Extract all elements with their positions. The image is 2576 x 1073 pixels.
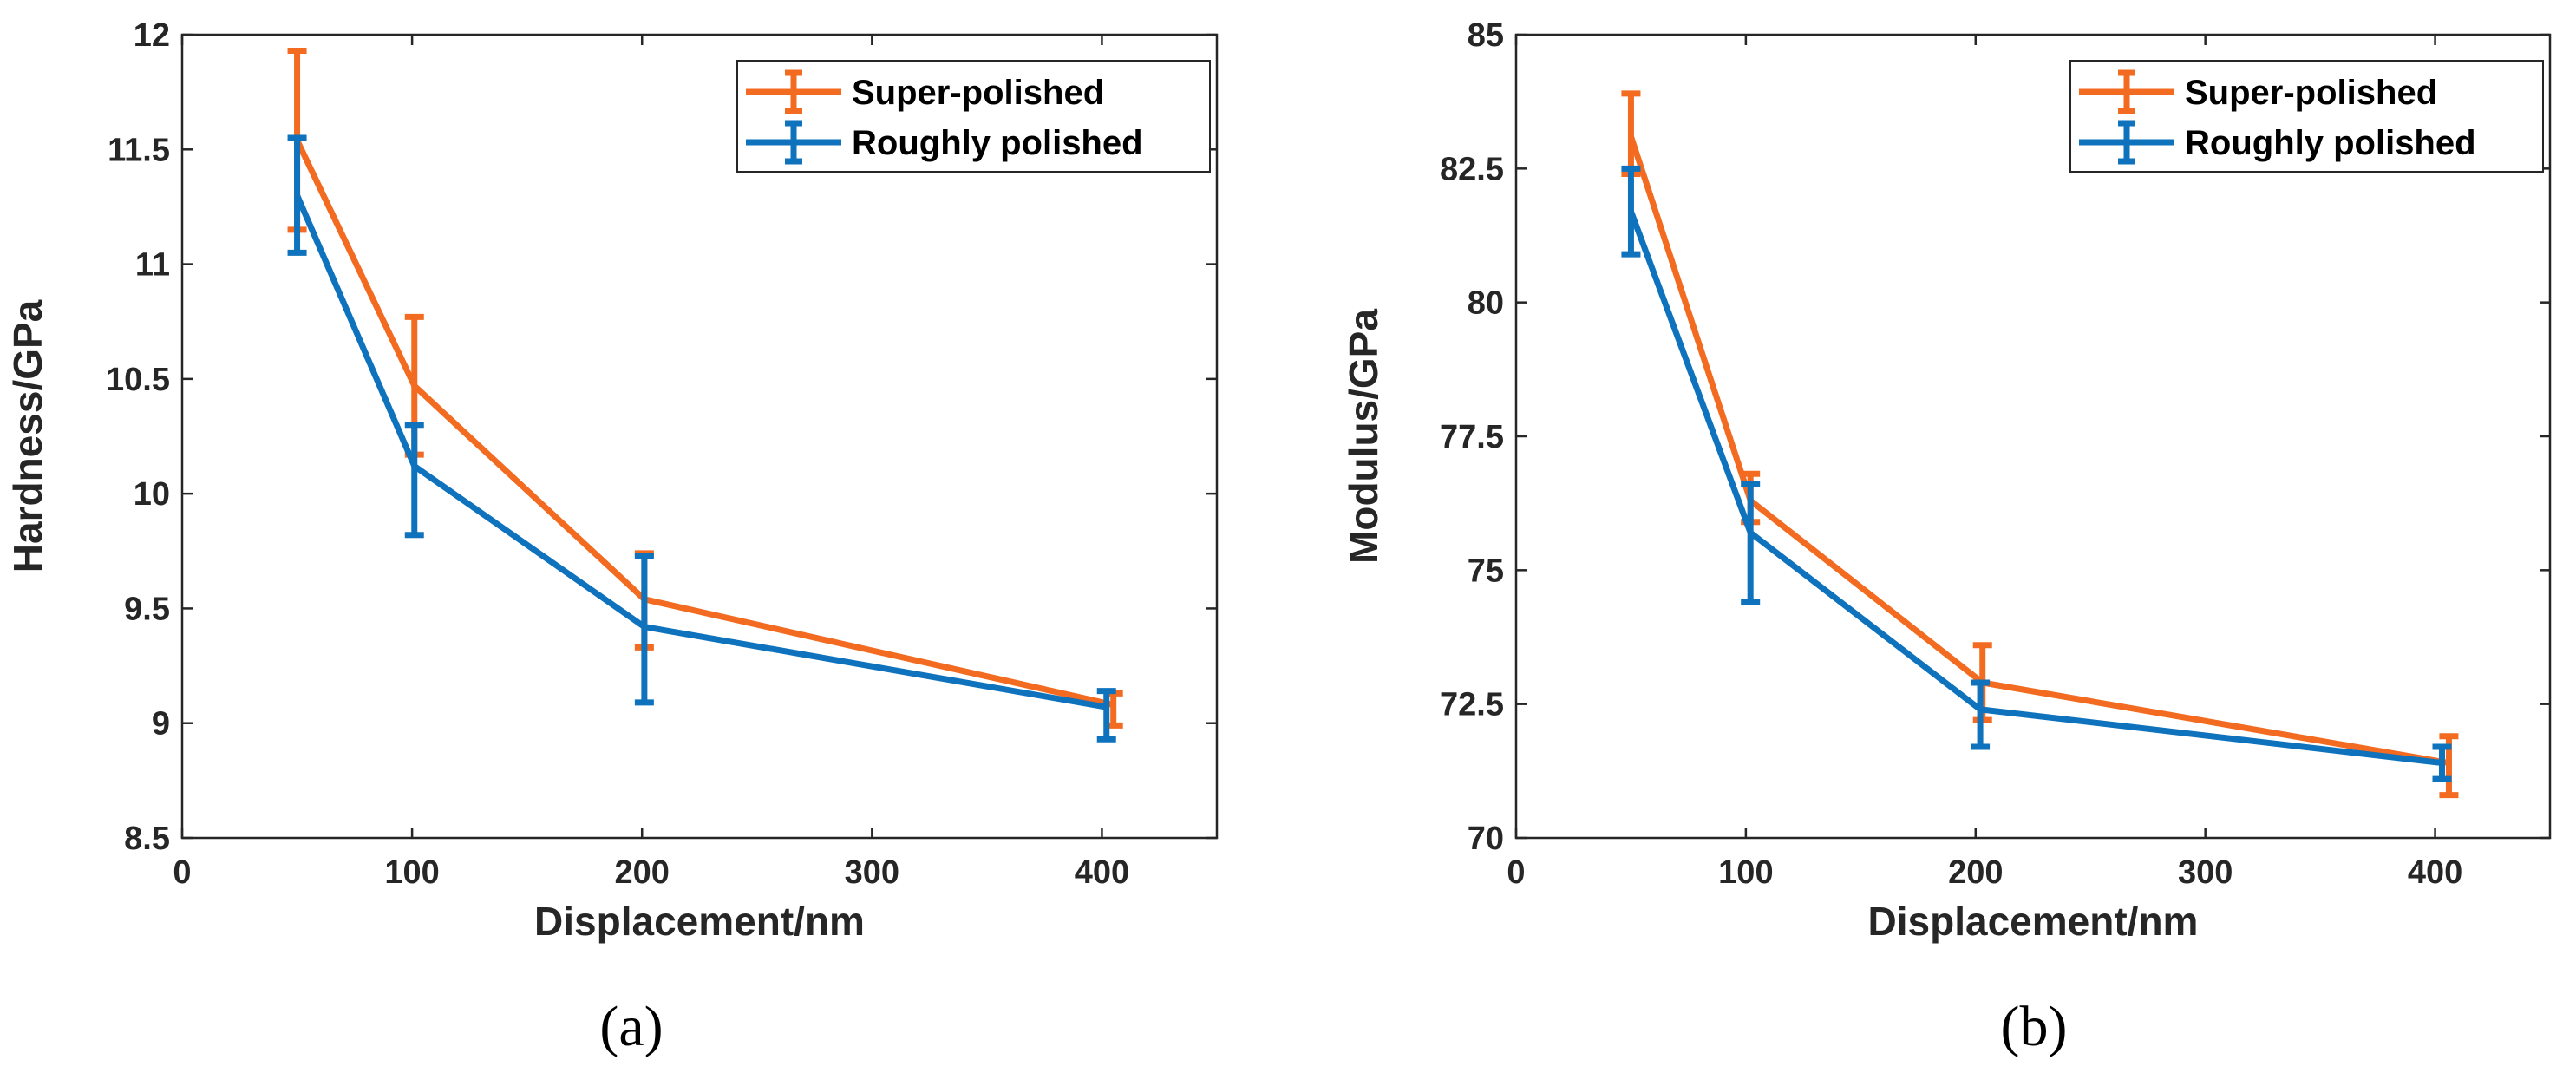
y-tick-label: 75	[1468, 553, 1504, 589]
panel-a: 0 100 200 300 400 8.5 9 9.5 10 10.5 11 11.5 12 Displa…	[5, 17, 1219, 1058]
y-tick-label: 10.5	[106, 362, 170, 398]
x-tick-label: 0	[1507, 854, 1525, 891]
y-tick-label: 85	[1468, 17, 1504, 54]
y-tick-label: 70	[1468, 821, 1504, 857]
y-axis-title: Modulus/GPa	[1341, 309, 1386, 564]
x-tick-label: 100	[1718, 854, 1773, 891]
x-tick-label: 200	[615, 854, 670, 891]
legend-box	[2069, 60, 2544, 173]
panel-label: (a)	[599, 995, 663, 1058]
x-tick-label: 300	[2178, 854, 2233, 891]
y-tick-label: 11	[135, 247, 170, 284]
y-tick-label: 12	[134, 17, 170, 54]
y-tick-label: 77.5	[1440, 419, 1504, 455]
y-tick-label: 10	[134, 476, 170, 513]
x-axis-title: Displacement/nm	[534, 899, 865, 944]
legend-label: Roughly polished	[852, 124, 1143, 162]
y-tick-label: 9.5	[124, 591, 170, 627]
panel-b: 0 100 200 300 400 70 72.5 75 77.5 80 82.5 85 Displac…	[1341, 17, 2552, 1058]
x-tick-label: 400	[1075, 854, 1129, 891]
x-tick-label: 300	[845, 854, 899, 891]
legend-label: Roughly polished	[2185, 124, 2476, 162]
x-tick-label: 100	[384, 854, 439, 891]
y-tick-label: 9	[152, 706, 170, 743]
y-axis-title: Hardness/GPa	[5, 299, 50, 572]
series-line	[294, 139, 1115, 708]
panel-label: (b)	[2001, 995, 2068, 1058]
y-tick-label: 8.5	[124, 821, 170, 857]
x-tick-label: 400	[2408, 854, 2462, 891]
legend-box	[736, 60, 1211, 173]
y-tick-label: 72.5	[1440, 687, 1504, 723]
series-line	[294, 193, 1108, 710]
x-tick-label: 200	[1948, 854, 2003, 891]
legend-label: Super-polished	[852, 74, 1104, 112]
series-line	[1628, 135, 2450, 767]
y-tick-label: 80	[1468, 285, 1504, 322]
y-tick-label: 82.5	[1440, 151, 1504, 187]
series-line	[1628, 210, 2442, 767]
y-tick-label: 11.5	[108, 132, 170, 168]
axes-frame	[180, 33, 1219, 840]
x-tick-label: 0	[173, 854, 191, 891]
legend-label: Super-polished	[2185, 74, 2437, 112]
x-axis-title: Displacement/nm	[1868, 899, 2199, 944]
